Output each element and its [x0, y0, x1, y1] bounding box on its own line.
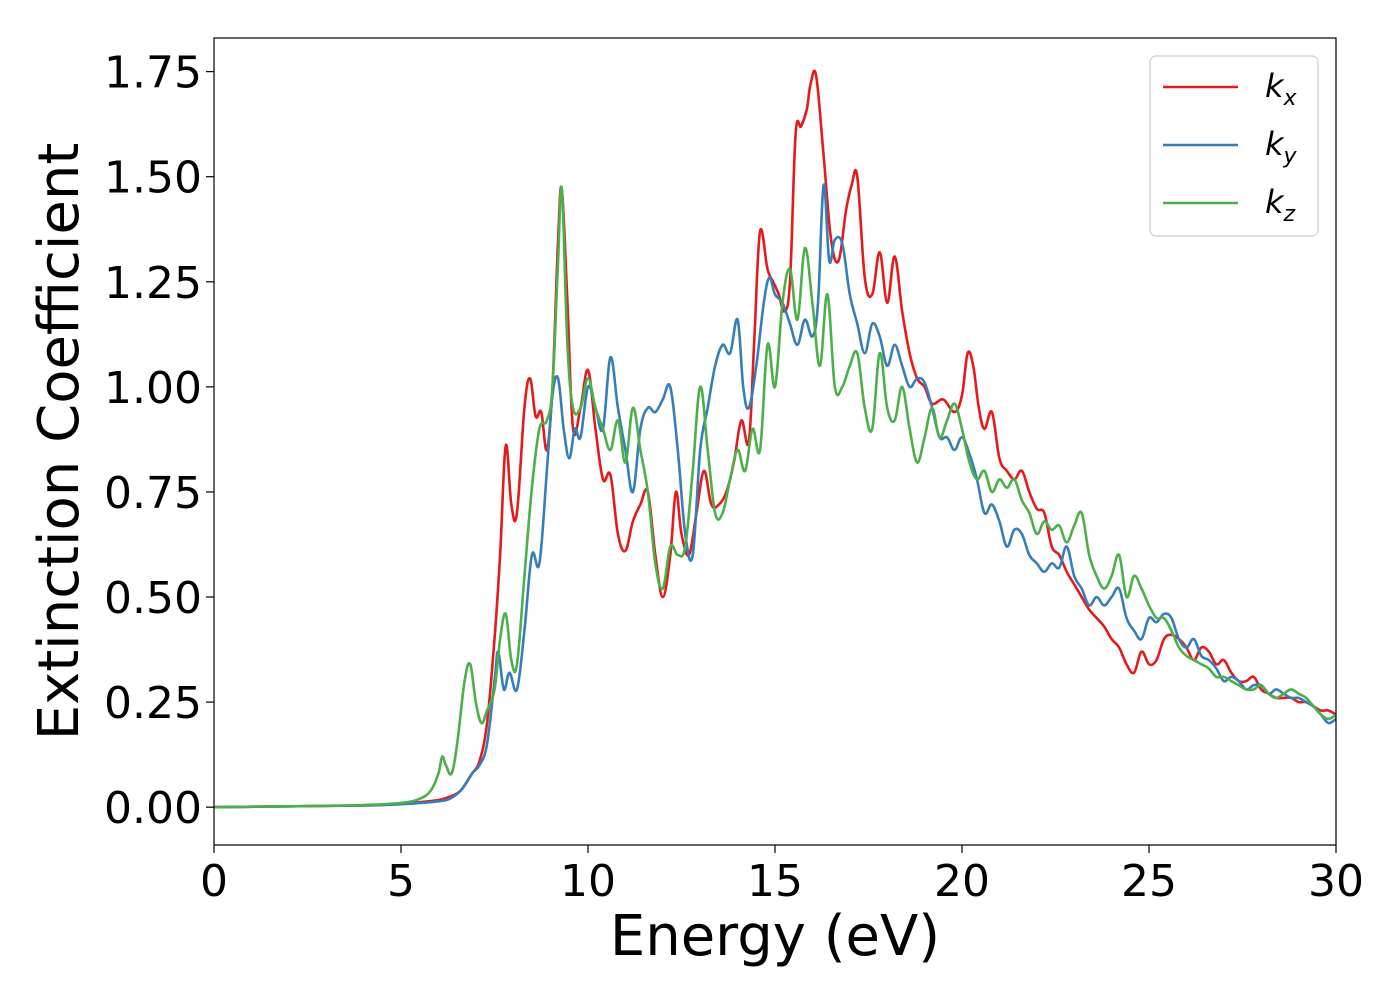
x-tick-label: 30 — [1308, 856, 1364, 907]
legend-label-ky: ky — [1265, 125, 1298, 169]
y-tick-label: 1.75 — [104, 48, 202, 99]
y-tick-label: 0.25 — [104, 678, 202, 729]
legend-label-subscript: x — [1283, 86, 1298, 111]
legend-label-main: k — [1265, 67, 1285, 105]
legend-label-subscript: y — [1283, 144, 1298, 169]
y-tick-label: 0.50 — [104, 573, 202, 624]
x-axis-title: Energy (eV) — [610, 904, 940, 969]
series-line-kz — [214, 185, 1336, 809]
legend-label-subscript: z — [1283, 202, 1296, 227]
y-tick-label: 1.50 — [104, 153, 202, 204]
y-tick-label: 0.75 — [104, 468, 202, 519]
x-tick-label: 25 — [1121, 856, 1177, 907]
x-tick-label: 20 — [934, 856, 990, 907]
legend-label-kx: kx — [1265, 67, 1298, 111]
x-tick-label: 15 — [747, 856, 803, 907]
legend-label-kz: kz — [1265, 183, 1296, 227]
x-tick-label: 0 — [200, 856, 228, 907]
y-axis: 0.00 0.25 0.50 0.75 1.00 1.25 1.50 1.75 — [104, 48, 214, 834]
x-tick-label: 10 — [560, 856, 616, 907]
x-axis: 0 5 10 15 20 25 30 — [200, 845, 1364, 907]
series-lines — [214, 69, 1336, 809]
y-tick-label: 1.25 — [104, 258, 202, 309]
legend-label-main: k — [1265, 183, 1285, 221]
legend-label-main: k — [1265, 125, 1285, 163]
y-tick-label: 0.00 — [104, 783, 202, 834]
series-line-ky — [214, 183, 1336, 809]
y-tick-label: 1.00 — [104, 363, 202, 414]
y-axis-title: Extinction Coefficient — [27, 143, 92, 741]
x-tick-label: 5 — [387, 856, 415, 907]
